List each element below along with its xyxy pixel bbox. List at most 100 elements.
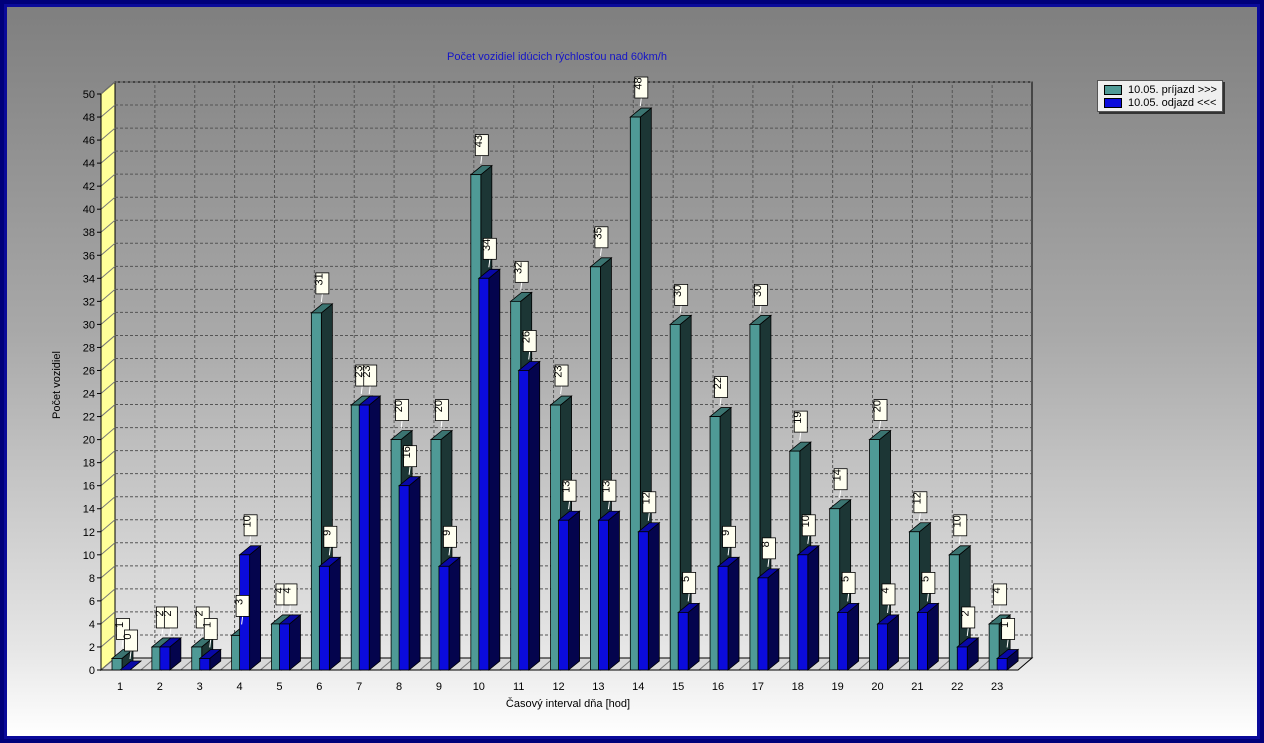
data-label-leader [799,432,802,441]
legend-entry-departure: 10.05. odjazd <<< [1104,97,1216,110]
data-label: 34 [481,239,493,251]
data-label-box [674,283,689,306]
data-label-box [594,226,609,249]
x-tick-label: 1 [117,681,123,693]
data-label: 30 [672,285,684,297]
data-label: 4 [273,587,285,593]
data-label: 9 [720,530,732,536]
x-tick-label: 16 [712,681,724,693]
legend-entry-arrival: 10.05. príjazd >>> [1104,84,1217,97]
data-label-box [163,606,178,629]
chart-frame: Počet vozidiel idúcich rýchlosťou nad 60… [4,4,1260,739]
data-label-leader [998,604,1001,613]
bar-chart: 0246810121416182022242628303234363840424… [83,76,1034,693]
bar-departure [517,360,541,671]
gridline-side [100,634,116,648]
bar-departure [916,602,940,671]
gridline-side [100,81,116,95]
data-label-leader [448,547,451,556]
x-tick-label: 18 [792,681,804,693]
y-tick-label: 18 [83,458,95,470]
data-label-box [323,525,338,548]
data-label: 9 [321,530,333,536]
bar-departure [358,395,382,671]
data-label-leader [759,305,762,314]
bar-departure [716,556,741,671]
y-tick-label: 44 [83,158,95,170]
data-label-box [873,399,888,422]
x-tick-label: 7 [356,681,362,693]
x-tick-label: 2 [157,681,163,693]
gridline-side [100,496,116,510]
data-label-box [801,514,816,537]
bar-departure [397,475,422,671]
data-label-leader [599,247,602,256]
gridline-side [100,335,116,348]
y-tick-label: 36 [83,250,95,262]
data-label-leader [807,535,810,544]
data-label-box [522,330,537,352]
data-label-leader [560,385,563,395]
gridline-side [100,288,116,302]
data-label: 20 [872,400,884,412]
y-tick-label: 38 [83,227,95,239]
x-tick-label: 19 [832,681,844,693]
bar-departure [477,268,501,671]
data-label: 1 [999,622,1011,628]
data-label: 2 [162,610,174,616]
data-label-box [403,445,417,468]
x-tick-label: 23 [991,681,1003,693]
gridline-side [100,404,116,417]
x-tick-label: 10 [473,681,485,693]
y-tick-label: 26 [83,365,95,377]
gridline-side [100,242,116,256]
y-tick-label: 20 [83,435,95,447]
y-tick-label: 6 [89,596,95,608]
data-label-leader [887,604,890,613]
data-label: 12 [640,492,652,504]
y-tick-label: 22 [83,412,95,424]
data-label: 22 [712,377,724,389]
data-label-leader [288,604,291,613]
data-label-box [474,134,489,157]
data-label-leader [320,293,323,302]
x-tick-label: 8 [396,681,402,693]
data-label: 2 [194,610,206,616]
data-label-box [482,237,497,260]
gridline-side [100,565,116,579]
x-axis-title: Časový interval dňa [hod] [505,698,631,710]
data-label-leader [879,420,882,429]
data-label-box [961,606,976,629]
data-label-box [243,514,258,537]
y-tick-label: 48 [83,112,95,124]
data-label-box [793,410,808,433]
gridline-side [100,173,116,187]
data-label-leader [360,385,363,395]
bar-departure [956,637,980,671]
data-label-leader [249,535,252,544]
y-tick-label: 32 [83,296,95,308]
data-label-box [921,572,936,594]
y-tick-label: 10 [83,550,95,562]
bar-departure [677,602,701,671]
x-tick-label: 9 [436,681,442,693]
data-label-box [953,514,968,537]
x-tick-label: 20 [871,681,883,693]
gridline-side [100,473,116,487]
data-label: 13 [561,481,573,493]
data-label: 2 [154,610,166,616]
x-tick-label: 11 [513,681,524,693]
data-label-leader [209,639,212,648]
data-label-leader [767,558,770,567]
legend-label-arrival: 10.05. príjazd >>> [1128,84,1217,96]
data-label: 5 [840,576,852,582]
data-label: 48 [632,77,644,89]
data-label-leader [1006,639,1009,648]
data-label-box [315,272,330,295]
gridline-side [100,542,116,556]
data-label-box [993,583,1008,606]
x-tick-label: 17 [752,681,764,693]
data-label-leader [687,593,690,602]
data-label: 10 [242,515,254,527]
gridline-side [100,312,116,325]
